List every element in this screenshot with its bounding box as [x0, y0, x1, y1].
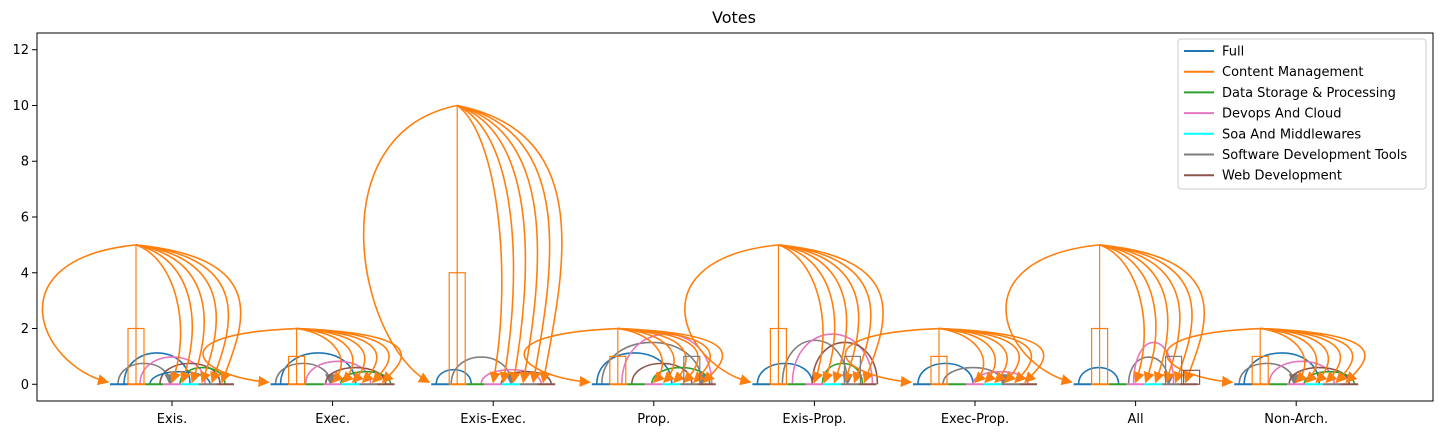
- arrow-right-exec-5: [296, 327, 403, 384]
- arrow-right-prop-2: [617, 327, 687, 384]
- legend: Full Content Management Data Storage & Pro…: [1177, 38, 1427, 190]
- arcs-exis-exec: [362, 104, 563, 386]
- y-tick-label-10: 10: [12, 99, 29, 114]
- arcs-non-arch: [1165, 327, 1366, 387]
- arrow-right-exis-0: [135, 244, 182, 384]
- arrow-right-exis-4: [135, 244, 230, 384]
- arrow-right-all-4: [1099, 244, 1193, 384]
- arcs-exis: [41, 244, 242, 386]
- y-tick-label-2: 2: [21, 322, 29, 337]
- arc-prop-0: [596, 352, 673, 385]
- legend-label-software-development-tools: Software Development Tools: [1222, 148, 1407, 163]
- y-axis: 0 2 4 6 8 10 12: [12, 43, 37, 393]
- arrow-right-exec-0: [296, 327, 344, 384]
- arrow-left-exis-prop: [684, 244, 779, 386]
- arrow-right-all-0: [1099, 244, 1146, 384]
- chart-title: Votes: [712, 8, 756, 27]
- arc-non-arch-1: [1238, 362, 1300, 386]
- arrow-right-exis-prop-2: [778, 244, 848, 384]
- x-tick-label-exec-prop: Exec-Prop.: [941, 412, 1009, 427]
- arrow-right-exec-prop-2: [938, 327, 1008, 384]
- legend-label-content-management: Content Management: [1222, 65, 1363, 80]
- arrow-right-exis-exec-2: [456, 104, 527, 384]
- arrow-left-all: [1005, 244, 1100, 386]
- arrow-right-prop-1: [617, 327, 675, 384]
- arrow-right-exec-2: [296, 327, 366, 384]
- legend-label-data-storage-processing: Data Storage & Processing: [1222, 86, 1396, 101]
- arrow-right-non-arch-5: [1260, 327, 1366, 384]
- arrow-right-all-1: [1099, 244, 1157, 384]
- arrow-right-non-arch-1: [1260, 327, 1318, 384]
- x-tick-label-exis-prop: Exis-Prop.: [782, 412, 846, 427]
- x-tick-label-exis: Exis.: [157, 412, 187, 427]
- x-tick-label-exec: Exec.: [315, 412, 350, 427]
- arrow-right-exec-prop-1: [938, 327, 997, 384]
- arcs-exec-prop: [844, 327, 1045, 387]
- arrow-right-exis-prop-3: [778, 244, 860, 384]
- arrow-right-exis-2: [135, 244, 205, 384]
- x-tick-label-exis-exec: Exis-Exec.: [460, 412, 526, 427]
- arrow-right-exis-prop-0: [778, 244, 824, 384]
- arcs-exec: [202, 327, 403, 387]
- legend-label-devops-and-cloud: Devops And Cloud: [1222, 107, 1341, 122]
- arrow-right-prop-5: [617, 327, 724, 384]
- x-axis: Exis. Exec. Exis-Exec. Prop. Exis-Prop. Exec-…: [157, 401, 1328, 427]
- arrow-left-non-arch: [1165, 327, 1261, 387]
- y-tick-label-8: 8: [21, 155, 29, 170]
- arrow-right-exec-prop-0: [938, 327, 987, 384]
- x-tick-label-non-arch: Non-Arch.: [1264, 412, 1328, 427]
- arc-all-0: [1077, 366, 1120, 385]
- arrow-right-non-arch-2: [1260, 327, 1330, 384]
- arcs-exis-prop: [684, 244, 884, 386]
- arrow-right-exis-prop-1: [778, 244, 836, 384]
- arrow-left-prop: [523, 327, 618, 387]
- arrow-right-exec-1: [296, 327, 354, 384]
- arc-exec-1: [274, 362, 337, 386]
- arrow-right-all-3: [1099, 244, 1181, 384]
- legend-label-web-development: Web Development: [1222, 169, 1342, 184]
- arrow-right-exec-prop-5: [938, 327, 1045, 384]
- arrow-right-exis-1: [135, 244, 194, 384]
- y-tick-label-4: 4: [21, 266, 29, 281]
- legend-label-full: Full: [1222, 45, 1244, 60]
- arrow-left-exis-exec: [362, 104, 458, 383]
- arrow-right-exis-3: [135, 244, 218, 384]
- arrow-right-exis-exec-1: [456, 104, 515, 384]
- legend-box: [1177, 38, 1427, 190]
- arrow-left-exec: [202, 327, 297, 387]
- x-tick-label-all: All: [1128, 412, 1144, 427]
- arcs-all: [1005, 244, 1206, 386]
- y-tick-label-0: 0: [21, 378, 29, 393]
- connection-arcs: [41, 104, 1366, 387]
- arc-all-2: [1132, 341, 1175, 385]
- arrow-right-exis-prop-5: [778, 244, 884, 384]
- arrow-left-exis: [41, 244, 137, 386]
- arrow-left-exec-prop: [844, 327, 940, 387]
- arc-exis-prop-2: [791, 333, 874, 385]
- arrow-right-all-5: [1099, 244, 1206, 384]
- arc-exis-exec-0: [435, 369, 472, 385]
- y-tick-label-12: 12: [12, 43, 29, 58]
- arcs-prop: [523, 327, 724, 387]
- x-tick-label-prop: Prop.: [637, 412, 670, 427]
- y-tick-label-6: 6: [21, 211, 29, 226]
- arrow-right-all-2: [1099, 244, 1169, 384]
- legend-label-soa-and-middlewares: Soa And Middlewares: [1222, 127, 1361, 142]
- arrow-right-exis-exec-4: [457, 104, 551, 384]
- arrow-right-exis-prop-4: [778, 244, 872, 384]
- arc-exis-prop-4: [821, 362, 864, 385]
- arc-exec-prop-0: [917, 362, 974, 385]
- arrow-right-prop-0: [617, 327, 665, 384]
- arrow-right-exis-5: [135, 244, 242, 384]
- arrow-right-exis-exec-3: [456, 104, 539, 384]
- arrow-right-exis-exec-5: [457, 104, 563, 384]
- arrow-right-exis-exec-0: [456, 104, 503, 384]
- arrow-right-non-arch-0: [1260, 327, 1308, 384]
